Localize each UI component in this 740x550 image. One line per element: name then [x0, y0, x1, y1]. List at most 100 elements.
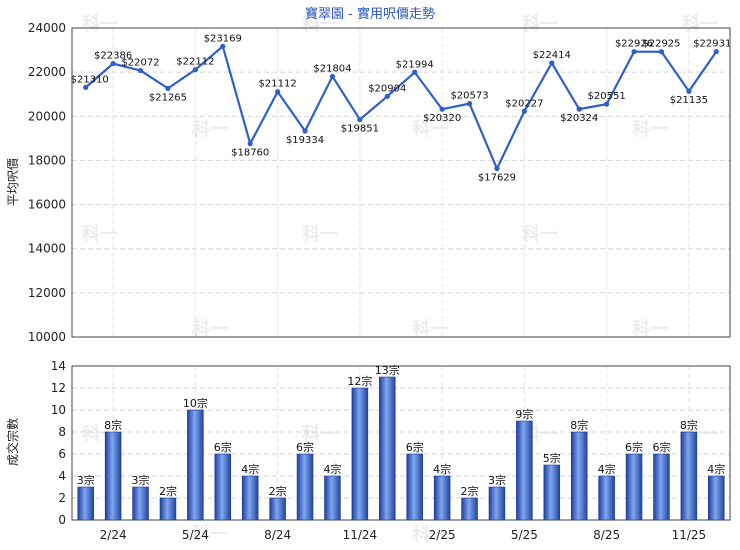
volume-tick-label: 12 — [51, 381, 66, 395]
volume-bar — [488, 486, 506, 521]
price-tick-label: 10000 — [28, 330, 66, 344]
volume-tick-label: 2 — [58, 491, 66, 505]
price-point — [686, 88, 692, 94]
volume-data-label: 8宗 — [680, 418, 698, 432]
volume-data-label: 3宗 — [132, 473, 150, 487]
volume-data-label: 6宗 — [406, 440, 424, 454]
watermark-text: 科一 — [632, 118, 668, 140]
volume-tick-label: 10 — [51, 403, 66, 417]
price-point — [521, 108, 527, 114]
volume-bar — [680, 431, 698, 521]
x-tick-label: 11/25 — [672, 528, 707, 542]
volume-tick-label: 6 — [58, 447, 66, 461]
volume-bar — [351, 387, 369, 521]
price-point — [658, 49, 665, 55]
price-point — [412, 69, 418, 75]
x-tick-label: 2/24 — [100, 528, 127, 542]
price-series-line — [84, 45, 718, 170]
price-point — [83, 84, 89, 90]
volume-bar — [104, 431, 122, 521]
volume-tick-label: 8 — [58, 425, 66, 439]
price-tick-label: 20000 — [28, 109, 66, 123]
price-data-label: $18760 — [231, 148, 269, 159]
volume-data-label: 6宗 — [625, 440, 643, 454]
price-point — [604, 101, 610, 107]
price-tick-label: 16000 — [28, 198, 66, 212]
watermark-text: 科一 — [412, 523, 448, 545]
watermark-text: 科一 — [682, 13, 718, 35]
volume-tick-label: 0 — [58, 513, 66, 527]
volume-bar — [543, 464, 561, 521]
volume-bar — [159, 497, 177, 521]
price-point — [494, 166, 500, 172]
volume-bar — [241, 475, 259, 521]
price-data-label: $22926 — [615, 39, 653, 50]
price-point — [302, 128, 308, 134]
price-data-label: $21994 — [396, 59, 434, 70]
price-tick-label: 18000 — [28, 153, 66, 167]
x-tick-label: 5/24 — [182, 528, 209, 542]
price-tick-label: 24000 — [28, 21, 66, 35]
volume-data-label: 3宗 — [77, 473, 95, 487]
price-point — [576, 106, 582, 112]
volume-data-label: 2宗 — [269, 484, 287, 498]
price-data-label: $22112 — [176, 57, 214, 68]
volume-data-label: 6宗 — [652, 440, 670, 454]
volume-data-label: 13宗 — [375, 363, 400, 377]
volume-data-label: 6宗 — [296, 440, 314, 454]
volume-data-label: 8宗 — [104, 418, 122, 432]
volume-data-label: 2宗 — [461, 484, 479, 498]
watermark-text: 科一 — [82, 223, 118, 245]
price-point — [220, 43, 226, 49]
volume-bar-chart: 0 2 4 6 8 10 12 14 2/24 5/24 8/24 11/24 2/25 5/25 8/25… — [51, 359, 731, 542]
volume-bar — [516, 420, 533, 521]
volume-bar — [324, 475, 341, 521]
price-data-label: $20573 — [450, 91, 488, 102]
price-data-label: $21135 — [670, 95, 708, 106]
price-data-label: $22072 — [121, 58, 159, 69]
volume-bar — [653, 453, 670, 521]
volume-data-label: 4宗 — [241, 462, 259, 476]
price-point — [439, 106, 445, 112]
x-tick-label: 2/25 — [429, 528, 456, 542]
volume-tick-label: 14 — [51, 359, 66, 373]
volume-plot-frame — [71, 365, 731, 521]
volume-data-label: 6宗 — [214, 440, 232, 454]
volume-data-label: 12宗 — [347, 374, 372, 388]
price-data-label: $21310 — [71, 74, 109, 85]
volume-bar — [433, 475, 451, 521]
price-data-label: $19851 — [341, 124, 379, 135]
volume-data-label: 3宗 — [488, 473, 506, 487]
x-tick-label: 8/25 — [593, 528, 620, 542]
watermark-text: 科一 — [412, 318, 448, 340]
price-axis-label: 平均呎價 — [6, 158, 20, 206]
volume-bar — [625, 453, 643, 521]
price-data-label: $20551 — [588, 91, 626, 102]
price-data-label: $23169 — [204, 33, 242, 44]
chart-title: 寶翠園 - 實用呎價走勢 — [305, 6, 435, 22]
watermark-text: 科一 — [412, 118, 448, 140]
price-data-label: $20227 — [505, 98, 543, 109]
price-point — [713, 48, 719, 55]
price-point — [549, 60, 555, 66]
volume-axis-label: 成交宗數 — [5, 418, 20, 466]
price-data-label: $17629 — [478, 173, 516, 184]
volume-bar — [598, 475, 615, 521]
price-data-label: $21265 — [149, 92, 187, 103]
price-tick-label: 14000 — [28, 242, 66, 256]
volume-data-label: 10宗 — [183, 396, 208, 410]
volume-tick-label: 4 — [58, 469, 66, 483]
volume-data-label: 4宗 — [323, 462, 341, 476]
price-point — [110, 61, 116, 67]
price-point — [329, 73, 336, 80]
watermark-text: 科一 — [522, 223, 558, 245]
x-tick-label: 8/24 — [264, 528, 291, 542]
watermark-text: 科一 — [302, 13, 338, 35]
watermark-text: 科一 — [302, 223, 338, 245]
price-point — [275, 89, 281, 95]
price-point — [466, 101, 473, 107]
price-tick-label: 22000 — [28, 65, 66, 79]
volume-data-label: 4宗 — [433, 462, 451, 476]
watermark-text: 科一 — [632, 318, 668, 340]
